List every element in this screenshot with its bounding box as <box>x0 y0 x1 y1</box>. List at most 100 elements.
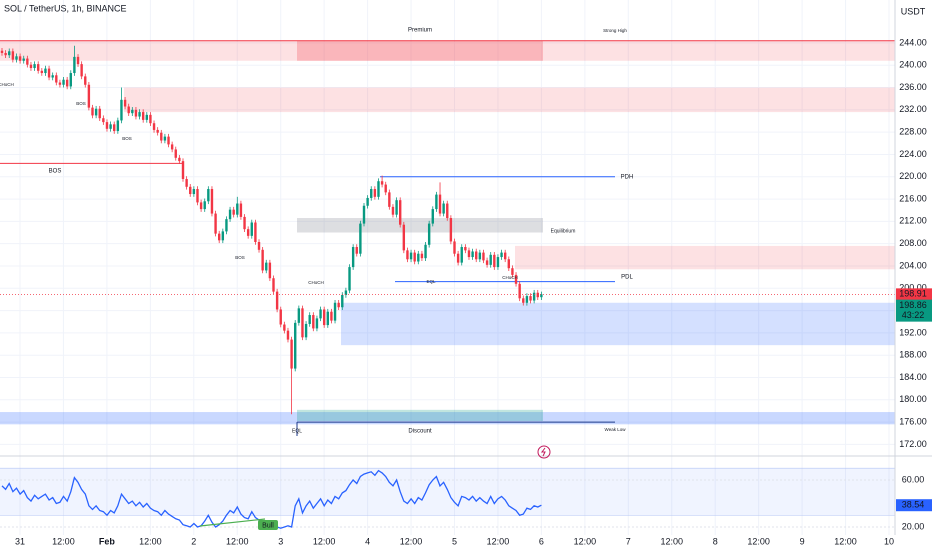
x-tick-label: 12:00 <box>574 536 597 546</box>
annotation: Premium <box>408 28 432 34</box>
candle-body <box>522 298 525 303</box>
candle-body <box>475 251 478 260</box>
candle-body <box>460 247 463 263</box>
candle-body <box>265 262 268 271</box>
candle-body <box>185 178 188 187</box>
zone <box>297 40 543 61</box>
candle-body <box>402 224 406 251</box>
candle-body <box>84 76 87 85</box>
candle-body <box>308 315 311 324</box>
candle-body <box>156 129 159 133</box>
zone <box>297 409 543 421</box>
candle-body <box>529 296 532 301</box>
candle-body <box>268 262 272 279</box>
candle-body <box>181 161 185 179</box>
annotation: EQL <box>426 279 436 284</box>
mark-price-label: 198.86 <box>899 300 927 310</box>
y-tick-label: 208.00 <box>899 238 927 248</box>
candle-body <box>152 123 156 130</box>
candle-body <box>8 51 11 56</box>
candle-body <box>417 253 420 262</box>
countdown: 43:22 <box>902 310 925 320</box>
candle-body <box>431 209 434 224</box>
candle-body <box>322 309 326 326</box>
candle-body <box>362 205 366 224</box>
candle-body <box>196 189 199 203</box>
candle-body <box>62 79 65 85</box>
candle-body <box>80 64 83 77</box>
candle-body <box>496 257 500 268</box>
y-tick-label: 224.00 <box>899 149 927 159</box>
candle-body <box>87 84 91 108</box>
candle-body <box>532 292 536 301</box>
candle-body <box>511 268 514 275</box>
candle-body <box>40 70 44 74</box>
candle-body <box>377 181 380 197</box>
x-tick-label: 5 <box>452 536 457 546</box>
candle-body <box>51 75 54 78</box>
candle-body <box>395 200 398 215</box>
candle-body <box>294 322 297 369</box>
candle-body <box>192 189 196 195</box>
candle-body <box>120 99 123 121</box>
annotation: Discount <box>408 429 432 435</box>
bull-label-box <box>258 520 278 530</box>
candle-body <box>214 213 217 234</box>
candle-body <box>478 252 482 260</box>
candle-body <box>69 73 72 87</box>
y-tick-label: 188.00 <box>899 350 927 360</box>
x-tick-label: 12:00 <box>834 536 857 546</box>
candle-body <box>366 197 369 206</box>
candle-body <box>536 292 539 298</box>
candle-body <box>178 157 181 162</box>
x-tick-label: 12:00 <box>660 536 683 546</box>
y-tick-label: 172.00 <box>899 439 927 449</box>
y-tick-label: 180.00 <box>899 394 927 404</box>
candle-body <box>388 192 391 207</box>
y-tick-label: 204.00 <box>899 260 927 270</box>
x-tick-label: 12:00 <box>226 536 249 546</box>
candle-body <box>174 149 177 158</box>
zone <box>0 412 895 425</box>
divergence-line <box>199 518 266 527</box>
candle-body <box>449 218 453 242</box>
candle-body <box>73 56 76 74</box>
rsi-last-box <box>896 499 932 512</box>
zone <box>515 245 895 270</box>
annotation: BOS <box>49 169 62 175</box>
candle-body <box>26 58 29 65</box>
annotation: BOS <box>235 255 245 260</box>
last-price-box <box>896 288 932 301</box>
candle-body <box>312 315 315 329</box>
candle-body <box>359 223 362 254</box>
y-tick-label: 236.00 <box>899 82 927 92</box>
y-tick-label: 176.00 <box>899 416 927 426</box>
x-tick-label: 12:00 <box>313 536 336 546</box>
candle-body <box>232 209 235 215</box>
candle-body <box>424 244 427 259</box>
candle-body <box>370 189 373 198</box>
x-tick-label: 12:00 <box>747 536 770 546</box>
candle-body <box>243 216 246 230</box>
annotation: CHoCH <box>0 82 14 87</box>
y-tick-label: 232.00 <box>899 104 927 114</box>
candle-body <box>11 51 15 60</box>
x-tick-label: 31 <box>15 536 25 546</box>
rsi-tick-label: 20.00 <box>902 521 925 531</box>
y-tick-label: 184.00 <box>899 372 927 382</box>
candle-body <box>254 222 257 242</box>
flash-icon[interactable] <box>537 445 551 459</box>
candle-body <box>456 253 460 263</box>
candle-body <box>65 79 69 87</box>
candle-body <box>341 294 344 308</box>
candle-body <box>507 259 510 269</box>
candle-body <box>518 283 521 299</box>
candle-body <box>279 309 282 325</box>
candle-body <box>319 309 322 319</box>
candle-body <box>453 241 456 254</box>
annotation: PDH <box>621 175 634 181</box>
candle-body <box>500 252 503 258</box>
annotation: PDL <box>621 275 633 281</box>
candle-body <box>333 302 337 321</box>
x-tick-label: 8 <box>713 536 718 546</box>
